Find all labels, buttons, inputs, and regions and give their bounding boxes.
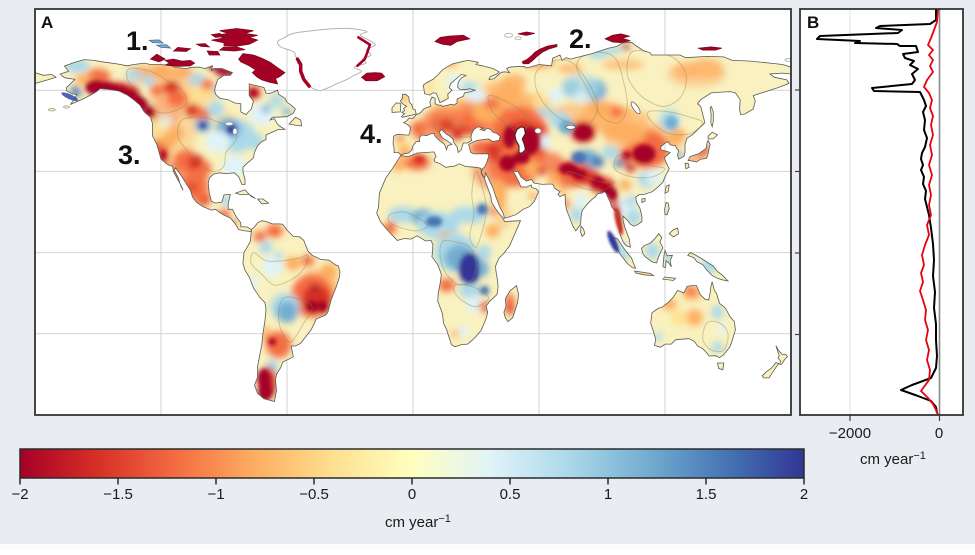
svg-text:0.5: 0.5	[500, 486, 521, 503]
svg-text:1.5: 1.5	[696, 486, 717, 503]
svg-text:2: 2	[800, 486, 808, 503]
svg-text:−0.5: −0.5	[299, 486, 329, 503]
svg-text:B: B	[807, 13, 819, 32]
svg-text:cm year−1: cm year−1	[385, 513, 451, 531]
svg-text:2.: 2.	[569, 24, 592, 54]
svg-text:0: 0	[408, 486, 416, 503]
svg-text:cm year−1: cm year−1	[860, 450, 926, 468]
svg-text:4.: 4.	[360, 119, 383, 149]
svg-text:−1.5: −1.5	[103, 486, 133, 503]
svg-text:1.: 1.	[126, 26, 149, 56]
svg-text:1: 1	[604, 486, 612, 503]
svg-text:−2: −2	[11, 486, 28, 503]
svg-text:−2000: −2000	[829, 425, 871, 442]
svg-text:0: 0	[935, 425, 943, 442]
svg-text:A: A	[41, 13, 53, 32]
svg-text:−1: −1	[207, 486, 224, 503]
svg-text:3.: 3.	[118, 140, 141, 170]
